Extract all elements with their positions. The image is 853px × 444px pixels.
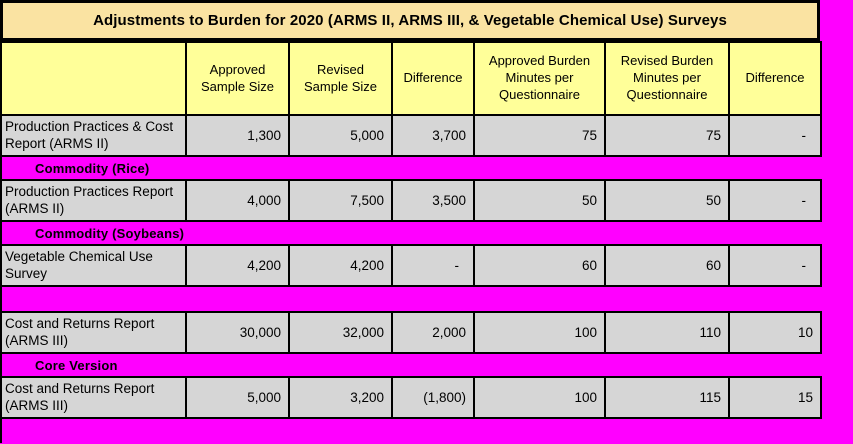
cell-approved-sample: 30,000 <box>185 311 290 354</box>
header-row: Approved Sample Size Revised Sample Size… <box>0 41 822 116</box>
cell-sample-difference: 2,000 <box>391 311 475 354</box>
cell-burden-difference: - <box>728 244 822 287</box>
cell-burden-difference: 15 <box>728 376 822 419</box>
column-header-difference-burden: Difference <box>728 41 822 116</box>
table-row: Production Practices Report (ARMS II) 4,… <box>0 179 822 222</box>
burden-table-sheet: Adjustments to Burden for 2020 (ARMS II,… <box>0 0 822 444</box>
table-title: Adjustments to Burden for 2020 (ARMS II,… <box>0 0 820 41</box>
section-row: Commodity (Soybeans) <box>0 220 822 246</box>
section-row: Core Version <box>0 352 822 378</box>
cell-revised-burden: 50 <box>604 179 730 222</box>
cell-burden-difference: 10 <box>728 311 822 354</box>
section-label <box>0 285 822 313</box>
table-row: Vegetable Chemical Use Survey 4,200 4,20… <box>0 244 822 287</box>
cell-approved-burden: 100 <box>473 311 606 354</box>
column-header-difference-sample: Difference <box>391 41 475 116</box>
row-label: Production Practices & Cost Report (ARMS… <box>0 114 187 157</box>
column-header-revised-sample-size: Revised Sample Size <box>288 41 393 116</box>
cell-revised-sample: 32,000 <box>288 311 393 354</box>
cell-approved-burden: 50 <box>473 179 606 222</box>
section-row-empty <box>0 285 822 313</box>
column-header-approved-sample-size: Approved Sample Size <box>185 41 290 116</box>
column-header-approved-burden-minutes: Approved Burden Minutes per Questionnair… <box>473 41 606 116</box>
column-header-revised-burden-minutes: Revised Burden Minutes per Questionnaire <box>604 41 730 116</box>
row-label: Cost and Returns Report (ARMS III) <box>0 311 187 354</box>
cell-revised-burden: 60 <box>604 244 730 287</box>
section-label: Commodity (Soybeans) <box>0 220 822 246</box>
table-row: Production Practices & Cost Report (ARMS… <box>0 114 822 157</box>
cell-approved-sample: 1,300 <box>185 114 290 157</box>
row-label: Vegetable Chemical Use Survey <box>0 244 187 287</box>
burden-table: Approved Sample Size Revised Sample Size… <box>0 41 822 444</box>
table-row: Cost and Returns Report (ARMS III) 30,00… <box>0 311 822 354</box>
cell-sample-difference: - <box>391 244 475 287</box>
cell-revised-sample: 5,000 <box>288 114 393 157</box>
cell-approved-sample: 5,000 <box>185 376 290 419</box>
cell-sample-difference: 3,700 <box>391 114 475 157</box>
cell-burden-difference: - <box>728 114 822 157</box>
cell-sample-difference: (1,800) <box>391 376 475 419</box>
cell-revised-sample: 3,200 <box>288 376 393 419</box>
cell-approved-sample: 4,200 <box>185 244 290 287</box>
section-label: Commodity (Rice) <box>0 155 822 181</box>
cell-approved-burden: 100 <box>473 376 606 419</box>
column-header-blank <box>0 41 187 116</box>
cell-revised-burden: 110 <box>604 311 730 354</box>
section-label <box>0 417 822 444</box>
cell-revised-sample: 7,500 <box>288 179 393 222</box>
row-label: Cost and Returns Report (ARMS III) <box>0 376 187 419</box>
section-label: Core Version <box>0 352 822 378</box>
cell-approved-sample: 4,000 <box>185 179 290 222</box>
section-row-empty <box>0 417 822 444</box>
cell-burden-difference: - <box>728 179 822 222</box>
cell-revised-burden: 75 <box>604 114 730 157</box>
table-row: Cost and Returns Report (ARMS III) 5,000… <box>0 376 822 419</box>
cell-sample-difference: 3,500 <box>391 179 475 222</box>
cell-approved-burden: 60 <box>473 244 606 287</box>
row-label: Production Practices Report (ARMS II) <box>0 179 187 222</box>
cell-approved-burden: 75 <box>473 114 606 157</box>
cell-revised-sample: 4,200 <box>288 244 393 287</box>
section-row: Commodity (Rice) <box>0 155 822 181</box>
cell-revised-burden: 115 <box>604 376 730 419</box>
